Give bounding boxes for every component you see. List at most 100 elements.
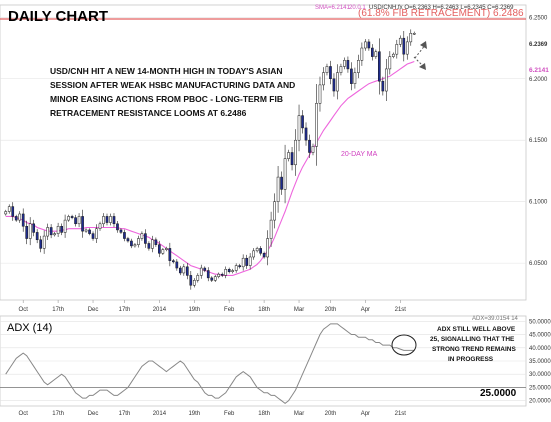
candle — [241, 254, 245, 271]
candle — [130, 238, 133, 249]
candle-body-up — [224, 269, 228, 276]
candle-body-down — [32, 223, 36, 233]
candle — [98, 221, 102, 231]
adx-annotation-line-4: IN PROGRESS — [448, 356, 494, 363]
candle — [154, 237, 158, 247]
candle — [60, 223, 63, 236]
candle-body-down — [367, 41, 371, 49]
candle — [245, 254, 248, 269]
candle — [217, 272, 221, 279]
candle — [318, 76, 322, 112]
main-annotation: USD/CNH HIT A NEW 14-MONTH HIGH IN TODAY… — [50, 66, 295, 118]
candle-body-up — [315, 103, 318, 147]
candle-body-up — [28, 223, 32, 239]
price-axis: 6.2500 6.2000 6.1500 6.1000 6.0500 — [529, 15, 548, 267]
x-tick-label: 17th — [119, 307, 131, 313]
candle — [192, 278, 196, 288]
candle-body-up — [283, 158, 287, 190]
candle-body-up — [325, 66, 329, 73]
candle — [322, 67, 325, 91]
candle-body-up — [196, 275, 200, 281]
candle — [185, 262, 189, 280]
candle — [412, 31, 416, 35]
candle-body-up — [388, 56, 392, 70]
price-panel — [0, 4, 527, 301]
candle — [262, 251, 266, 259]
candle — [367, 39, 371, 51]
candle — [84, 228, 88, 233]
candle — [266, 230, 269, 266]
candle — [203, 266, 207, 273]
sma-period: 20.0.1 — [349, 5, 366, 11]
candle-body-up — [84, 229, 88, 232]
candle-body-down — [88, 229, 91, 234]
candle — [112, 213, 116, 228]
candle — [332, 73, 336, 97]
candle-body-down — [154, 239, 158, 245]
candle — [311, 143, 315, 156]
price-grid — [0, 16, 526, 264]
candle — [196, 273, 200, 283]
adx-annotation-line-2: 25, SIGNALLING THAT THE — [430, 336, 515, 343]
adx-x-tick-label: 20th — [325, 411, 337, 417]
candle — [371, 44, 374, 61]
candle — [395, 39, 399, 59]
ma-label: 20-DAY MA — [341, 151, 378, 158]
candle-body-down — [402, 37, 406, 55]
candle-body-up — [395, 44, 399, 55]
candle — [46, 223, 49, 240]
candle-body-down — [91, 233, 95, 239]
candle-body-up — [322, 72, 325, 86]
candle — [301, 110, 304, 134]
candle-body-down — [168, 248, 172, 261]
candle-body-down — [144, 233, 147, 244]
ma20-line — [5, 60, 415, 276]
candle-body-up — [248, 256, 252, 266]
candle-body-up — [18, 213, 22, 221]
candle-body-up — [56, 226, 60, 234]
candle-body-up — [343, 60, 346, 67]
candle-body-down — [227, 269, 231, 272]
candle — [388, 51, 392, 75]
candle — [123, 229, 126, 242]
adx-x-tick-label: Apr — [361, 411, 370, 417]
price-tick-label: 6.1000 — [529, 200, 548, 206]
candlestick-series — [4, 29, 416, 290]
adx-25-label: 25.0000 — [480, 388, 517, 399]
candle — [353, 67, 357, 89]
price-current-box — [527, 40, 551, 48]
candle — [182, 264, 186, 276]
candle-body-down — [119, 229, 123, 233]
candle-body-down — [39, 239, 42, 249]
candle-body-down — [206, 270, 210, 279]
candle-body-down — [112, 216, 116, 225]
candle-body-up — [273, 201, 276, 221]
candle-body-down — [332, 78, 336, 92]
candle — [269, 211, 273, 247]
candle-body-down — [126, 238, 130, 242]
candle-body-down — [60, 226, 63, 233]
adx-axis: 50.0000 45.0000 40.0000 35.0000 30.0000 25.00… — [529, 319, 551, 404]
candle-body-up — [133, 244, 137, 247]
candle-body-down — [11, 206, 15, 217]
candle — [402, 30, 406, 62]
candle — [276, 166, 280, 213]
candle-body-up — [63, 219, 67, 233]
candle — [175, 259, 179, 271]
x-tick-label: 20th — [325, 307, 337, 313]
candle — [308, 134, 311, 159]
adx-tick-label: 35.0000 — [529, 359, 551, 365]
annotation-line-1: USD/CNH HIT A NEW 14-MONTH HIGH IN TODAY… — [50, 66, 282, 76]
candle — [137, 235, 140, 248]
candle — [42, 230, 46, 254]
candle-body-down — [301, 115, 304, 129]
candle-body-down — [116, 223, 119, 231]
candle — [405, 36, 409, 60]
forecast-arrow — [413, 41, 427, 70]
candle-body-up — [398, 37, 402, 45]
candle — [287, 149, 290, 162]
candle-body-up — [412, 33, 416, 35]
candle — [391, 52, 395, 59]
adx-x-tick-label: Feb — [224, 411, 235, 417]
